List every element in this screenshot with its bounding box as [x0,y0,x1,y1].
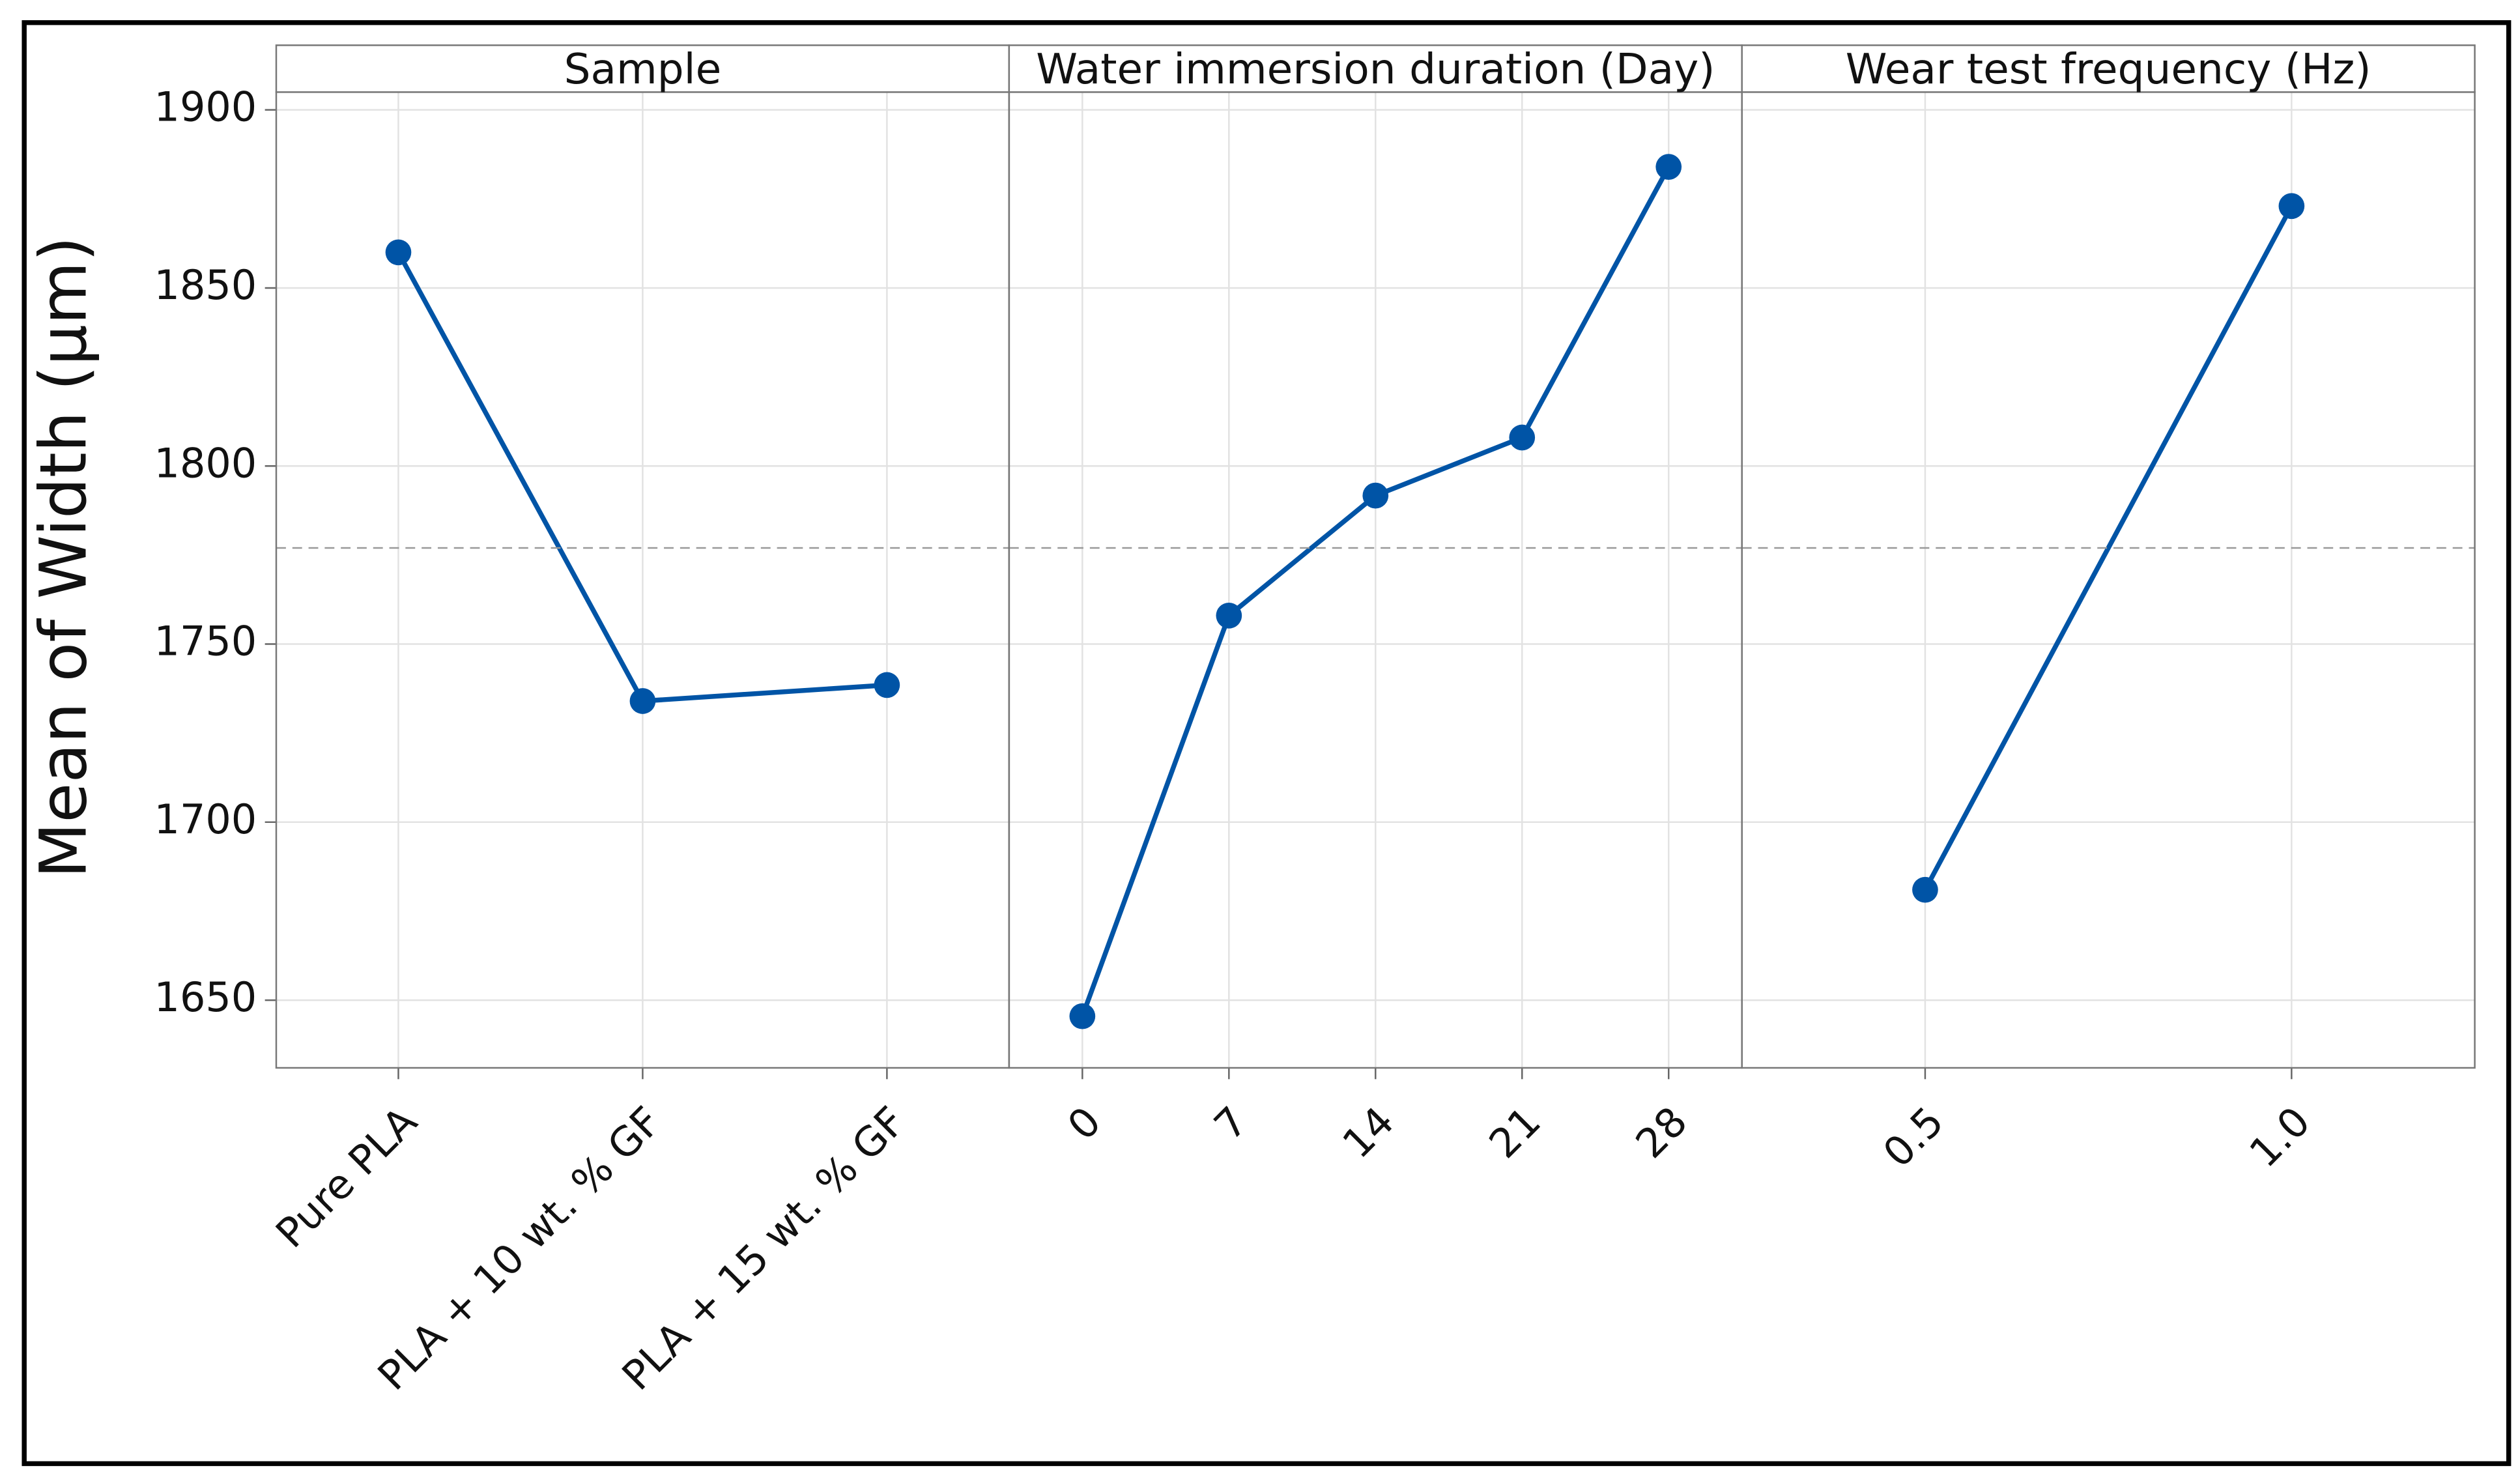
panel-title: Water immersion duration (Day) [1036,45,1715,94]
y-axis-label: Mean of Width (µm) [26,237,101,878]
strip [1008,44,1743,93]
y-tick-label: 1900 [154,83,257,131]
y-tick-label: 1750 [154,618,257,665]
data-point [1216,602,1242,629]
y-tick-label: 1850 [154,261,257,309]
data-point [2278,193,2305,220]
panel-title: Sample [564,45,722,94]
y-tick-label: 1650 [154,973,257,1021]
data-point [1655,154,1682,180]
data-point [874,672,900,698]
y-tick-label: 1700 [154,796,257,843]
y-tick-label: 1800 [154,439,257,487]
data-point [385,239,412,266]
data-point [1069,1003,1096,1029]
data-line [1923,205,2294,891]
data-point [1912,876,1938,903]
strip [275,44,1010,93]
panel-title: Wear test frequency (Hz) [1846,45,2371,94]
data-point [1509,424,1536,451]
strip [1741,44,2476,93]
data-point [1362,482,1389,509]
outer-frame [21,20,2512,1467]
data-point [629,688,656,714]
